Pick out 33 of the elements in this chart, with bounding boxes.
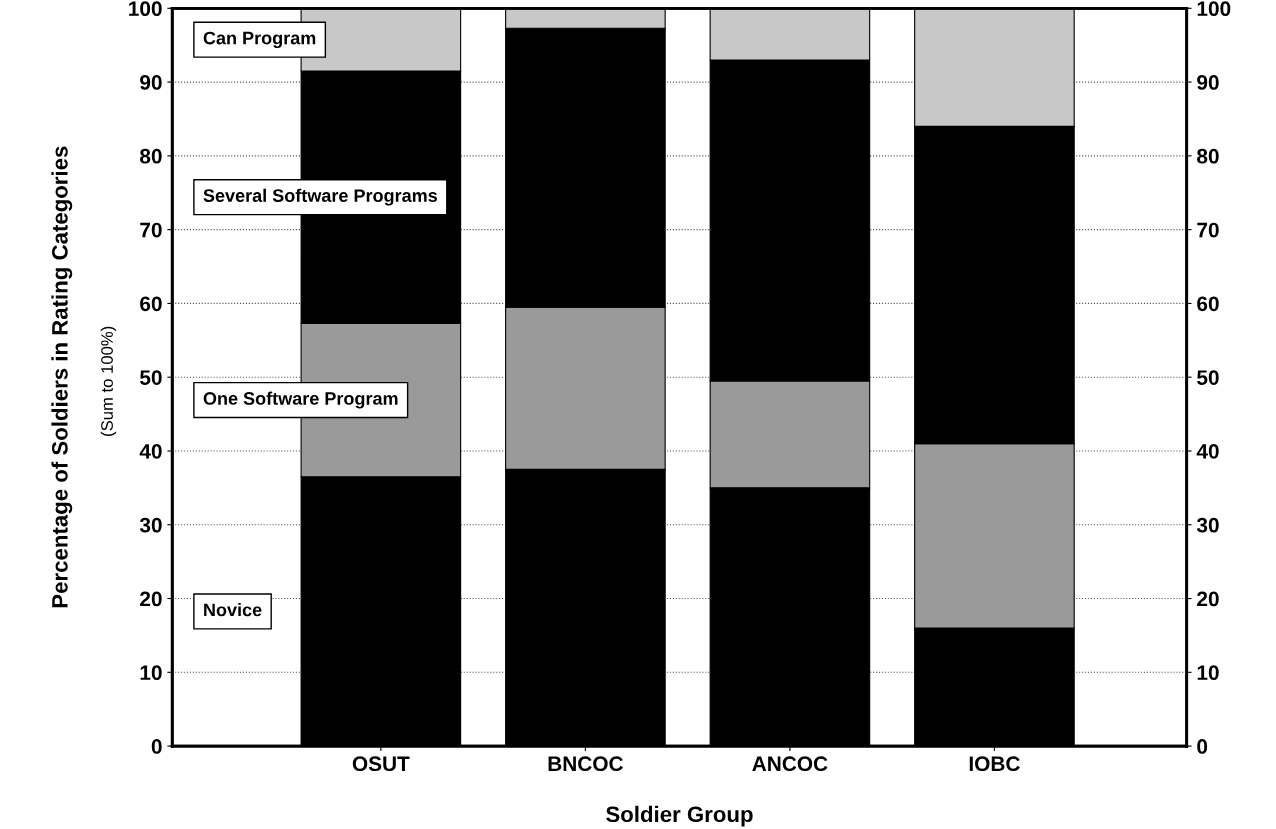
x-tick-label: BNCOC — [548, 756, 624, 772]
x-tick-label: ANCOC — [752, 756, 828, 772]
y2-tick-label: 0 — [1197, 739, 1208, 754]
series-label: Can Program — [203, 31, 316, 49]
y-tick-label: 80 — [140, 148, 162, 164]
y-tick-label: 90 — [140, 75, 162, 90]
text: Novice — [204, 603, 262, 617]
y-tick-label: 0 — [151, 739, 162, 754]
series-label: Several Software Programs — [203, 188, 438, 206]
text: (Sum to 100%) — [100, 326, 117, 436]
x-tick-label: OSUT — [352, 756, 410, 772]
y-tick-label: 40 — [139, 443, 162, 459]
y2-tick-label: 100 — [1197, 1, 1231, 17]
y-tick-label: 70 — [140, 222, 162, 238]
x-tick-label: IOBC — [969, 756, 1020, 772]
y2-tick-label: 10 — [1197, 665, 1219, 681]
y2-tick-label: 60 — [1197, 296, 1219, 312]
y-tick-label: 10 — [140, 665, 162, 681]
y-tick-label: 30 — [139, 517, 162, 533]
y2-tick-label: 50 — [1197, 370, 1219, 385]
series-label: One Software Program — [203, 391, 398, 409]
y2-tick-label: 40 — [1196, 443, 1219, 459]
y-tick-label: 20 — [140, 591, 162, 607]
x-axis-title: Soldier Group — [606, 805, 753, 827]
y-tick-label: 100 — [129, 1, 162, 17]
y2-tick-label: 70 — [1197, 222, 1219, 238]
y2-tick-label: 30 — [1196, 517, 1219, 533]
y-tick-label: 50 — [140, 370, 162, 385]
y2-tick-label: 80 — [1197, 148, 1219, 164]
y2-tick-label: 90 — [1197, 75, 1219, 90]
y-axis-title: Percentage of Soldiers in Rating Categories — [51, 146, 73, 608]
y2-tick-label: 20 — [1197, 591, 1219, 607]
y-tick-label: 60 — [140, 296, 162, 312]
